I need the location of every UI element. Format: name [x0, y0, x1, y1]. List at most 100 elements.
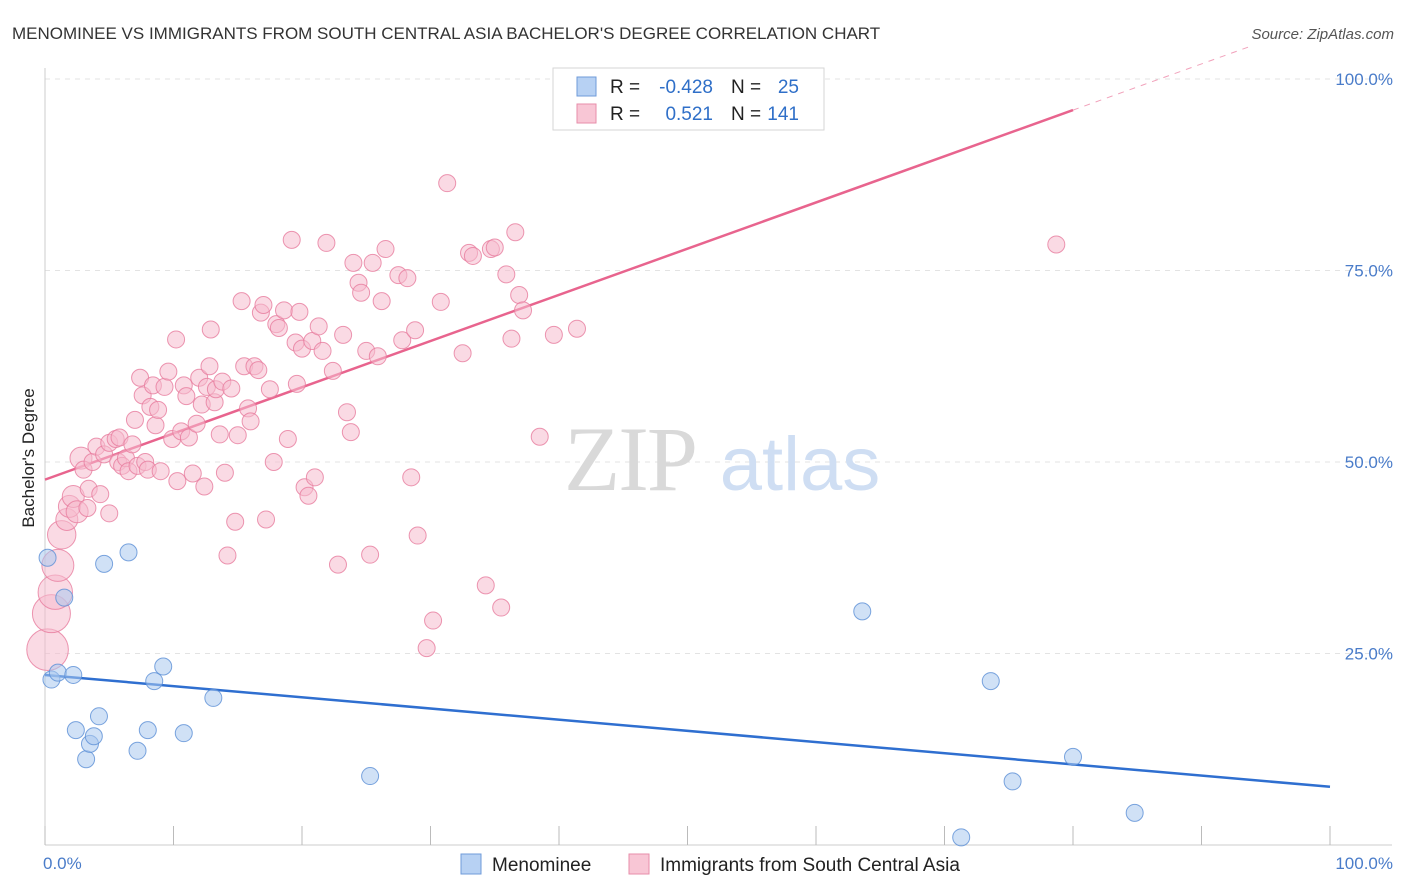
trend-line-1 — [44, 108, 1074, 481]
bottom-legend-label-immigrants: Immigrants from South Central Asia — [660, 855, 960, 876]
bottom-legend: Menominee Immigrants from South Central … — [460, 853, 960, 876]
legend-swatch-menominee — [576, 76, 597, 97]
immigrants-point-41 — [168, 472, 187, 491]
immigrants-point-124 — [510, 286, 529, 305]
y-tick-label-2: 75.0% — [1345, 262, 1393, 281]
menominee-point-12 — [128, 741, 147, 760]
immigrants-point-99 — [361, 545, 380, 564]
immigrants-point-107 — [402, 468, 421, 487]
immigrants-point-122 — [502, 329, 521, 348]
immigrants-point-93 — [337, 403, 356, 422]
immigrants-point-94 — [341, 423, 360, 442]
immigrants-point-75 — [269, 318, 288, 337]
top-legend: R = -0.428 N = 25 R = 0.521 N = 141 — [552, 67, 825, 131]
legend-n-label-1: N = — [731, 77, 761, 98]
immigrants-point-81 — [290, 302, 309, 321]
immigrants-point-95 — [344, 253, 363, 272]
immigrants-point-129 — [1047, 235, 1066, 254]
menominee-point-3 — [55, 588, 74, 607]
menominee-point-2 — [48, 663, 67, 682]
immigrants-point-71 — [257, 510, 276, 529]
immigrants-point-111 — [424, 611, 443, 630]
immigrants-point-109 — [408, 526, 427, 545]
immigrants-point-120 — [492, 598, 511, 617]
series-immigrants-points — [26, 174, 1066, 671]
menominee-point-18 — [361, 767, 380, 786]
menominee-point-8 — [84, 727, 103, 746]
chart-source: Source: ZipAtlas.com — [1251, 26, 1394, 43]
immigrants-point-116 — [463, 246, 482, 265]
legend-swatch-immigrants — [576, 103, 597, 124]
menominee-point-10 — [95, 554, 114, 573]
immigrants-point-72 — [260, 380, 279, 399]
x-tick-label-1: 100.0% — [1335, 854, 1393, 873]
immigrants-point-91 — [328, 555, 347, 574]
immigrants-point-127 — [544, 325, 563, 344]
menominee-point-22 — [1003, 772, 1022, 791]
menominee-point-19 — [853, 602, 872, 621]
immigrants-point-106 — [398, 269, 417, 288]
axes — [44, 68, 1392, 846]
immigrants-point-68 — [249, 361, 268, 380]
immigrants-point-70 — [254, 295, 273, 314]
immigrants-point-97 — [352, 283, 371, 302]
watermark-atlas: atlas — [720, 422, 881, 507]
chart-title: MENOMINEE VS IMMIGRANTS FROM SOUTH CENTR… — [12, 24, 880, 43]
immigrants-point-126 — [530, 427, 549, 446]
bottom-legend-label-menominee: Menominee — [492, 855, 591, 876]
immigrants-point-38 — [159, 362, 178, 381]
immigrants-point-56 — [210, 425, 229, 444]
menominee-point-20 — [952, 828, 971, 847]
immigrants-point-123 — [506, 223, 525, 242]
bottom-legend-swatch-immigrants — [628, 853, 650, 875]
immigrants-point-84 — [299, 486, 318, 505]
x-tick-label-0: 0.0% — [43, 854, 82, 873]
y-axis-label: Bachelor's Degree — [19, 388, 38, 527]
immigrants-point-76 — [275, 301, 294, 320]
immigrants-point-35 — [149, 400, 168, 419]
menominee-point-23 — [1064, 747, 1082, 766]
menominee-point-16 — [174, 724, 193, 743]
immigrants-point-77 — [278, 430, 297, 449]
immigrants-point-119 — [485, 238, 504, 257]
menominee-point-21 — [981, 672, 1000, 691]
bottom-legend-swatch-menominee — [460, 853, 482, 875]
immigrants-point-121 — [497, 265, 516, 284]
y-tick-label-3: 100.0% — [1335, 70, 1393, 89]
immigrants-point-90 — [323, 361, 342, 380]
immigrants-point-88 — [313, 341, 332, 360]
immigrants-point-100 — [363, 253, 382, 272]
y-tick-label-1: 50.0% — [1345, 453, 1393, 472]
immigrants-point-62 — [228, 426, 247, 445]
immigrants-point-11 — [78, 498, 97, 517]
legend-n-value-1: 25 — [778, 77, 799, 98]
legend-n-value-2: 141 — [767, 104, 799, 125]
immigrants-point-59 — [218, 546, 237, 565]
menominee-point-13 — [138, 721, 157, 740]
immigrants-point-36 — [151, 462, 170, 481]
immigrants-point-105 — [393, 331, 412, 350]
watermark-zip: ZIP — [564, 408, 696, 510]
menominee-point-24 — [1125, 803, 1144, 822]
watermark: ZIP atlas — [564, 408, 880, 510]
immigrants-point-108 — [406, 321, 425, 340]
immigrants-point-114 — [453, 344, 472, 363]
menominee-point-14 — [145, 672, 164, 691]
immigrants-point-110 — [417, 639, 436, 658]
menominee-point-15 — [154, 657, 173, 676]
immigrants-point-44 — [177, 387, 196, 406]
legend-n-label-2: N = — [731, 104, 761, 125]
immigrants-point-47 — [187, 414, 206, 433]
immigrants-point-34 — [146, 416, 165, 435]
menominee-point-4 — [64, 665, 83, 684]
immigrants-point-113 — [438, 174, 457, 193]
immigrants-point-78 — [282, 230, 301, 249]
series-menominee-points — [38, 543, 1144, 847]
immigrants-point-50 — [195, 477, 214, 496]
immigrants-point-73 — [264, 453, 283, 471]
legend-r-label-2: R = — [610, 104, 640, 125]
menominee-point-11 — [119, 543, 138, 562]
immigrants-point-66 — [241, 412, 260, 431]
immigrants-point-102 — [372, 292, 391, 311]
